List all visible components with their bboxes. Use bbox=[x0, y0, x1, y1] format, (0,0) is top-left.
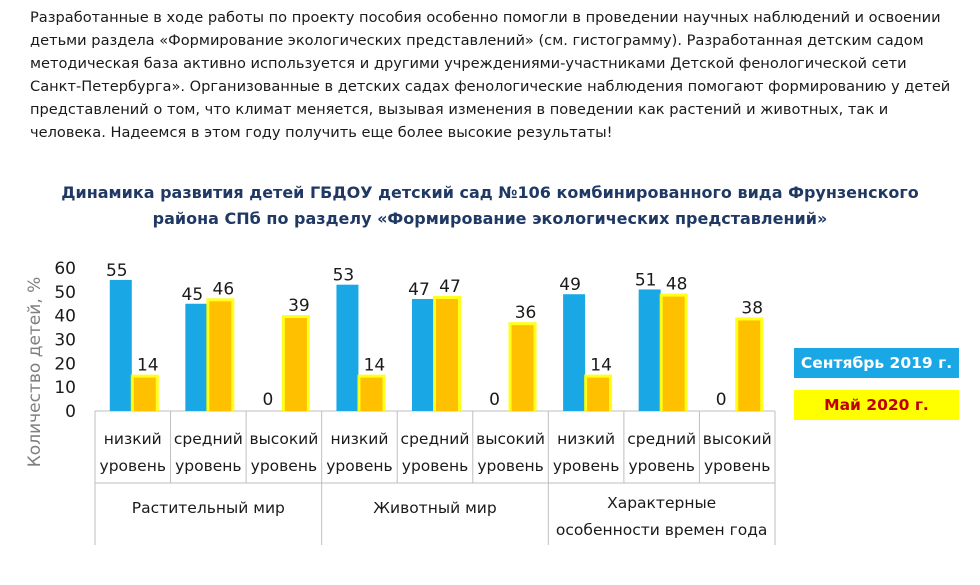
group-label: особенности времен года bbox=[556, 521, 768, 539]
bar-september bbox=[336, 284, 359, 411]
data-label-september: 0 bbox=[716, 390, 727, 410]
bar-may bbox=[436, 298, 458, 411]
data-label-may: 14 bbox=[590, 356, 612, 376]
data-label-may: 14 bbox=[364, 356, 386, 376]
data-label-september: 49 bbox=[559, 275, 581, 295]
legend-entry-september: Сентябрь 2019 г. bbox=[794, 348, 959, 378]
bar-september bbox=[185, 303, 208, 411]
category-label-line1: высокий bbox=[703, 430, 772, 448]
data-label-may: 48 bbox=[666, 275, 688, 295]
category-label-line1: низкий bbox=[557, 430, 615, 448]
category-label-line2: уровень bbox=[628, 457, 694, 475]
category-label-line2: уровень bbox=[251, 457, 317, 475]
bar-september bbox=[109, 279, 132, 411]
data-label-september: 53 bbox=[333, 266, 355, 286]
bar-may bbox=[587, 377, 610, 411]
category-label-line1: низкий bbox=[104, 430, 162, 448]
bar-may bbox=[360, 377, 383, 411]
category-label-line2: уровень bbox=[477, 457, 543, 475]
bar-may bbox=[209, 301, 232, 411]
category-label-line1: высокий bbox=[249, 430, 318, 448]
group-label: Животный мир bbox=[373, 499, 496, 517]
category-label-line2: уровень bbox=[326, 457, 392, 475]
data-label-may: 39 bbox=[288, 296, 310, 316]
bar-may bbox=[662, 296, 685, 411]
data-label-may: 14 bbox=[137, 356, 159, 376]
category-label-line2: уровень bbox=[100, 457, 166, 475]
intro-paragraph: Разработанные в ходе работы по проекту п… bbox=[30, 9, 951, 141]
category-label-line2: уровень bbox=[175, 457, 241, 475]
chart-title: Динамика развития детей ГБДОУ детский са… bbox=[40, 180, 940, 232]
data-label-september: 45 bbox=[182, 285, 204, 305]
bar-may bbox=[511, 325, 534, 411]
group-label: Характерные bbox=[607, 494, 716, 512]
data-label-may: 38 bbox=[741, 298, 763, 318]
category-label-line1: высокий bbox=[476, 430, 545, 448]
y-tick-label: 0 bbox=[65, 402, 76, 422]
bar-may bbox=[738, 320, 761, 411]
y-tick-label: 20 bbox=[54, 354, 76, 374]
y-tick-label: 50 bbox=[54, 283, 76, 303]
category-label-line1: низкий bbox=[330, 430, 388, 448]
data-label-september: 0 bbox=[489, 390, 500, 410]
chart-title-line-1: Динамика развития детей ГБДОУ детский са… bbox=[61, 183, 919, 202]
bar-september bbox=[412, 298, 434, 411]
category-label-line1: средний bbox=[401, 430, 470, 448]
y-axis-label: Количество детей, % bbox=[25, 277, 45, 468]
data-label-may: 47 bbox=[439, 277, 461, 297]
category-label-line2: уровень bbox=[704, 457, 770, 475]
category-label-line2: уровень bbox=[402, 457, 468, 475]
bar-september bbox=[563, 294, 586, 411]
y-tick-label: 40 bbox=[54, 307, 76, 327]
data-label-september: 0 bbox=[262, 390, 273, 410]
category-label-line1: средний bbox=[627, 430, 696, 448]
chart-title-line-2: района СПб по разделу «Формирование экол… bbox=[152, 209, 828, 228]
legend-entry-may: Май 2020 г. bbox=[794, 390, 959, 420]
bar-september bbox=[638, 289, 661, 411]
group-label: Растительный мир bbox=[132, 499, 285, 517]
data-label-september: 51 bbox=[635, 270, 657, 290]
data-label-september: 47 bbox=[408, 280, 430, 300]
bar-may bbox=[284, 318, 307, 411]
data-label-may: 36 bbox=[515, 303, 537, 323]
data-label-may: 46 bbox=[213, 279, 235, 299]
category-label-line2: уровень bbox=[553, 457, 619, 475]
bar-may bbox=[133, 377, 156, 411]
y-tick-label: 10 bbox=[54, 378, 76, 398]
y-tick-label: 30 bbox=[54, 331, 76, 351]
data-label-september: 55 bbox=[106, 261, 128, 281]
category-label-line1: средний bbox=[174, 430, 243, 448]
y-tick-label: 60 bbox=[54, 259, 76, 279]
